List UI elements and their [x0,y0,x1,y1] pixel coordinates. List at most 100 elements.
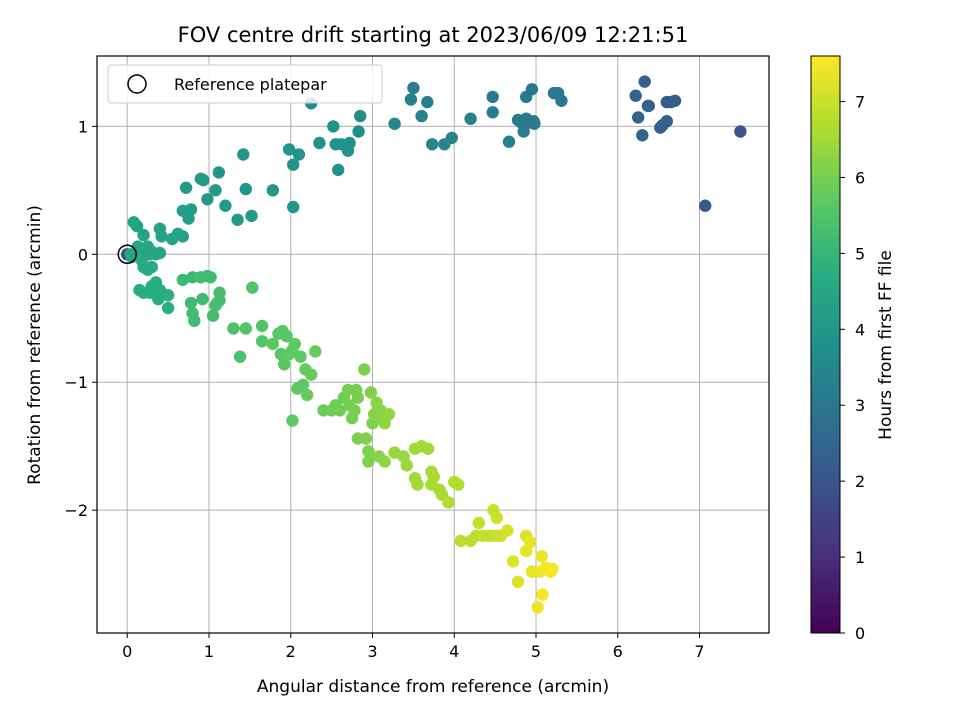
data-point [233,350,247,363]
data-point [313,136,326,150]
chart-title: FOV centre drift starting at 2023/06/09 … [178,23,689,47]
plot-frame [96,55,770,634]
data-point [382,408,396,421]
data-point [176,273,189,287]
colorbar-tick-label: 2 [855,472,865,491]
data-point [535,550,548,563]
data-point [555,94,568,108]
data-point [333,404,346,417]
x-tick-label: 6 [613,642,623,661]
data-point [354,109,367,123]
x-tick-label: 0 [122,642,132,661]
data-point [486,90,499,104]
data-point [294,350,307,363]
data-point [734,125,747,138]
data-point [130,220,144,233]
y-tick-label: −2 [64,501,88,520]
legend-marker-icon [127,74,147,94]
data-point [204,271,217,284]
data-point [219,199,232,212]
data-point [206,309,220,322]
reference-platepar-marker [117,244,137,265]
data-point [546,562,559,576]
data-point [292,148,306,161]
y-axis-label: Rotation from reference (arcmin) [25,205,45,485]
data-point [378,455,391,468]
data-point [184,203,198,216]
data-point [332,163,345,177]
data-point [629,89,642,102]
data-point [286,414,299,427]
data-point [280,330,293,343]
data-point [351,391,364,404]
data-point [305,368,318,381]
data-point [411,478,424,491]
data-point [517,125,530,138]
data-point [490,511,503,525]
data-point [525,83,539,96]
data-point [239,322,252,335]
x-tick-label: 7 [694,642,704,661]
data-point [421,95,434,109]
data-point [246,281,259,294]
legend-box [107,64,383,104]
data-point [642,99,655,113]
colorbar-ticks: 0 1 2 3 4 5 6 7 [840,93,865,643]
data-point [245,209,258,223]
data-point [227,322,240,335]
plot-area: 0 1 2 3 4 5 6 7 −2 −1 0 1 [64,55,770,661]
data-point [179,181,193,194]
data-point [388,117,401,130]
data-point [309,345,322,358]
data-point [133,283,146,297]
data-point [668,94,682,108]
data-point [188,314,201,327]
data-point [445,131,458,145]
data-points [121,75,747,614]
data-point [452,478,465,491]
data-point [145,260,158,274]
data-point [524,536,537,549]
data-point [358,363,371,376]
data-point [636,129,649,142]
x-tick-label: 1 [204,642,214,661]
y-axis-ticks: −2 −1 0 1 [64,117,97,520]
data-point [327,120,340,133]
data-point [288,337,301,351]
data-point [464,112,477,125]
colorbar-tick-label: 1 [855,548,865,567]
data-point [348,404,361,417]
data-point [255,335,269,348]
data-point [282,143,296,156]
data-point [536,588,549,601]
data-point [196,292,209,306]
data-point [502,135,516,148]
colorbar-tick-label: 7 [855,93,865,112]
x-tick-label: 2 [286,642,296,661]
data-point [343,136,356,150]
data-point [362,445,375,458]
data-point [511,575,525,588]
data-point [137,228,150,242]
y-tick-label: 0 [78,245,88,264]
data-point [352,125,365,138]
colorbar-tick-label: 5 [855,244,865,263]
data-point [404,93,418,106]
y-tick-label: 1 [78,117,88,136]
data-point [266,337,279,351]
data-point [415,109,428,123]
data-point [501,524,514,537]
colorbar-tick-label: 4 [855,320,865,339]
data-point [155,230,168,243]
data-point [237,148,250,161]
data-point [400,459,413,472]
y-tick-label: −1 [64,373,88,392]
legend-label: Reference platepar [174,75,327,94]
x-axis-label: Angular distance from reference (arcmin) [257,677,609,697]
x-tick-label: 4 [449,642,459,661]
data-point [287,200,300,214]
data-point [472,516,485,530]
data-point [184,296,198,310]
colorbar: 0 1 2 3 4 5 6 7 Hours from first FF file [810,55,896,643]
data-point [296,378,310,391]
